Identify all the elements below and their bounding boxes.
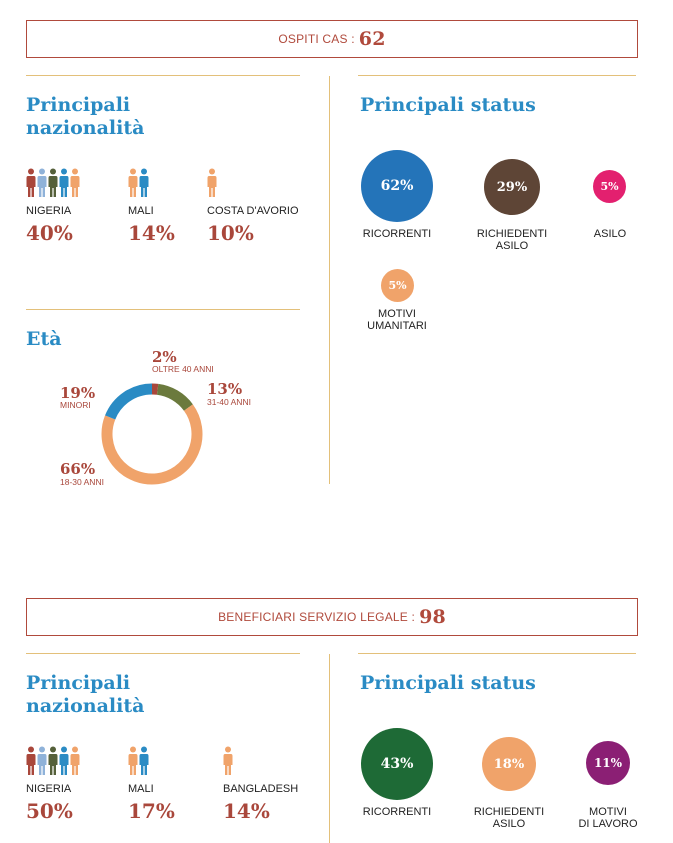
person-icon (37, 168, 47, 197)
people-icons-nigeria (26, 168, 80, 198)
pct-nigeria: 50% (26, 799, 73, 823)
status-title: Principali status (360, 672, 536, 694)
divider (358, 75, 636, 76)
people-icons-mali (128, 168, 149, 198)
pct-bangladesh: 14% (223, 799, 270, 823)
divider (358, 653, 636, 654)
divider (26, 653, 300, 654)
country-nigeria: NIGERIA (26, 783, 72, 795)
status-label-motivi-umanitari: MOTIVI UMANITARI (367, 308, 427, 332)
status-circle-motivi-di-lavoro: 11% (586, 741, 630, 785)
status-label-richiedenti-asilo: RICHIEDENTI ASILO (473, 806, 545, 830)
person-icon (128, 168, 138, 197)
people-icons-mali (128, 746, 149, 776)
age-pct-31-40: 13% (207, 380, 243, 398)
pct-mali: 17% (128, 799, 175, 823)
person-icon (139, 168, 149, 197)
column-divider (329, 76, 330, 484)
country-mali: MALI (128, 205, 154, 217)
nationalities-title: Principali nazionalità (26, 672, 145, 717)
country-nigeria: NIGERIA (26, 205, 72, 217)
age-label-minori: MINORI (60, 400, 91, 410)
age-pct-oltre-40: 2% (152, 348, 177, 366)
donut-slice-minori (105, 383, 153, 420)
status-label-richiedenti-asilo: RICHIEDENTI ASILO (476, 228, 548, 252)
pct-costa-davorio: 10% (207, 221, 254, 245)
status-label-asilo: ASILO (593, 228, 627, 240)
status-circle-motivi-umanitari: 5% (381, 269, 414, 302)
donut-slice-31-40-anni (156, 383, 193, 412)
age-title: Età (26, 328, 62, 350)
age-label-18-30: 18-30 ANNI (60, 477, 104, 487)
banner-label: BENEFICIARI SERVIZIO LEGALE : (218, 610, 416, 624)
person-icon (207, 168, 217, 197)
column-divider (329, 654, 330, 843)
people-icons-costa-davorio (207, 168, 217, 198)
age-label-oltre-40: OLTRE 40 ANNI (152, 364, 214, 374)
pct-nigeria: 40% (26, 221, 73, 245)
banner-value: 62 (358, 28, 386, 50)
person-icon (70, 168, 80, 197)
banner-value: 98 (419, 606, 446, 628)
banner-label: OSPITI CAS : (278, 32, 355, 46)
status-circle-richiedenti-asilo: 18% (482, 737, 536, 791)
person-icon (37, 746, 47, 775)
age-label-31-40: 31-40 ANNI (207, 397, 251, 407)
divider (26, 309, 300, 310)
person-icon (26, 168, 36, 197)
status-circle-asilo: 5% (593, 170, 626, 203)
person-icon (139, 746, 149, 775)
person-icon (48, 746, 58, 775)
person-icon (128, 746, 138, 775)
donut-slice-18-30-anni (101, 404, 203, 485)
person-icon (26, 746, 36, 775)
status-circle-ricorrenti: 43% (361, 728, 433, 800)
people-icons-bangladesh (223, 746, 233, 776)
age-pct-18-30: 66% (60, 460, 96, 478)
person-icon (70, 746, 80, 775)
country-mali: MALI (128, 783, 154, 795)
country-costa-davorio: COSTA D'AVORIO (207, 205, 299, 217)
people-icons-nigeria (26, 746, 80, 776)
person-icon (223, 746, 233, 775)
age-donut-chart (101, 383, 203, 485)
status-label-motivi-di-lavoro: MOTIVI DI LAVORO (578, 806, 638, 830)
age-pct-minori: 19% (60, 384, 96, 402)
person-icon (59, 746, 69, 775)
status-title: Principali status (360, 94, 536, 116)
beneficiari-banner: BENEFICIARI SERVIZIO LEGALE : 98 (26, 598, 638, 636)
status-label-ricorrenti: RICORRENTI (362, 228, 432, 240)
nationalities-title: Principali nazionalità (26, 94, 145, 139)
divider (26, 75, 300, 76)
person-icon (48, 168, 58, 197)
ospiti-cas-banner: OSPITI CAS : 62 (26, 20, 638, 58)
pct-mali: 14% (128, 221, 175, 245)
status-circle-ricorrenti: 62% (361, 150, 433, 222)
status-label-ricorrenti: RICORRENTI (362, 806, 432, 818)
country-bangladesh: BANGLADESH (223, 783, 299, 795)
person-icon (59, 168, 69, 197)
status-circle-richiedenti-asilo: 29% (484, 159, 540, 215)
